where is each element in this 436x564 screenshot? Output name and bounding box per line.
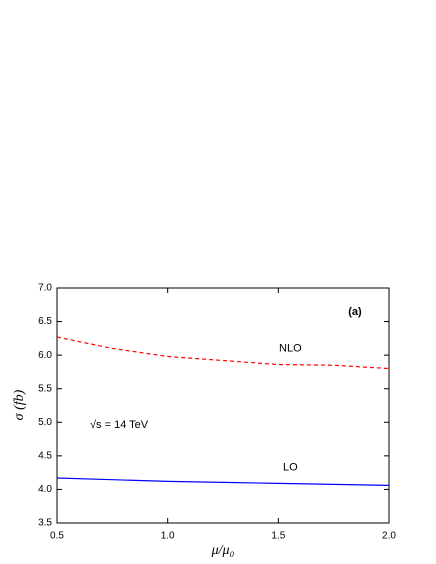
y-tick-label: 4.0 xyxy=(38,484,52,495)
y-tick-label: 6.5 xyxy=(38,316,52,327)
y-tick-label: 5.5 xyxy=(38,383,52,394)
y-tick-label: 3.5 xyxy=(38,518,52,529)
energy-label: √s = 14 TeV xyxy=(90,419,149,431)
panel-label: (a) xyxy=(348,306,362,318)
plot-frame xyxy=(56,287,390,524)
x-tick-label: 2.0 xyxy=(382,531,396,542)
y-tick-label: 5.0 xyxy=(38,417,52,428)
series-label: LO xyxy=(283,461,298,473)
series-label: NLO xyxy=(279,342,302,354)
x-tick-label: 0.5 xyxy=(50,531,64,542)
x-tick-label: 1.5 xyxy=(271,531,285,542)
y-axis-label: σ (fb) xyxy=(12,389,27,420)
y-tick-label: 7.0 xyxy=(38,283,52,294)
series-line xyxy=(56,477,390,486)
y-tick-label: 4.5 xyxy=(38,450,52,461)
x-tick-label: 1.0 xyxy=(161,531,175,542)
y-tick-label: 6.0 xyxy=(38,350,52,361)
x-axis-label: μ/μ₀ xyxy=(211,543,235,558)
series-line xyxy=(56,336,390,370)
